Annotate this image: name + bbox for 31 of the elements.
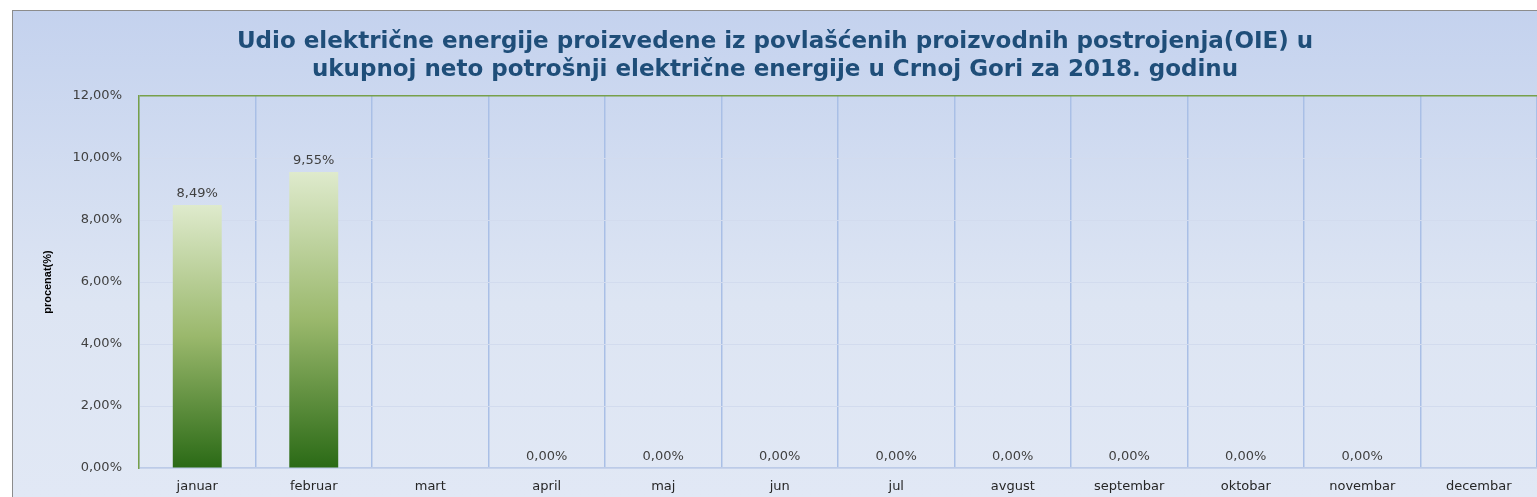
data-label: 8,49% xyxy=(176,184,218,200)
x-tick-label: maj xyxy=(651,478,676,494)
data-label: 0,00% xyxy=(992,447,1034,463)
y-axis-title: procenat(%) xyxy=(40,249,53,314)
x-tick-label: jun xyxy=(768,478,790,494)
x-tick-label: mart xyxy=(414,478,446,494)
data-label: 0,00% xyxy=(526,447,568,463)
data-label: 0,00% xyxy=(642,447,684,463)
data-label: 0,00% xyxy=(1341,447,1383,463)
x-tick-label: februar xyxy=(289,478,339,494)
y-tick-label: 6,00% xyxy=(80,273,122,289)
data-label: 0,00% xyxy=(759,447,801,463)
y-tick-label: 12,00% xyxy=(72,87,122,103)
x-tick-label: decembar xyxy=(1445,478,1513,494)
data-label: 9,55% xyxy=(293,151,335,167)
y-tick-label: 0,00% xyxy=(80,459,122,475)
y-tick-label: 2,00% xyxy=(80,397,122,413)
x-tick-label: april xyxy=(532,478,562,494)
x-tick-label: januar xyxy=(175,478,219,494)
data-label: 0,00% xyxy=(1108,447,1150,463)
x-tick-label: septembar xyxy=(1094,478,1166,494)
y-tick-label: 4,00% xyxy=(80,335,122,351)
chart-title: Udio električne energije proizvedene iz povlašćenih proizvodnih postrojenja(OIE) u ukupnoj neto potrošnji električne energije u Crnoj Gori za 2018. godinu xyxy=(236,27,1314,82)
data-label: 0,00% xyxy=(875,447,917,463)
x-tick-label: jul xyxy=(887,478,904,494)
x-tick-label: avgust xyxy=(990,478,1035,494)
y-tick-label: 10,00% xyxy=(72,149,122,165)
x-tick-label: novembar xyxy=(1329,478,1396,494)
data-label: 0,00% xyxy=(1225,447,1267,463)
y-tick-label: 8,00% xyxy=(80,211,122,227)
x-tick-label: oktobar xyxy=(1220,478,1272,494)
